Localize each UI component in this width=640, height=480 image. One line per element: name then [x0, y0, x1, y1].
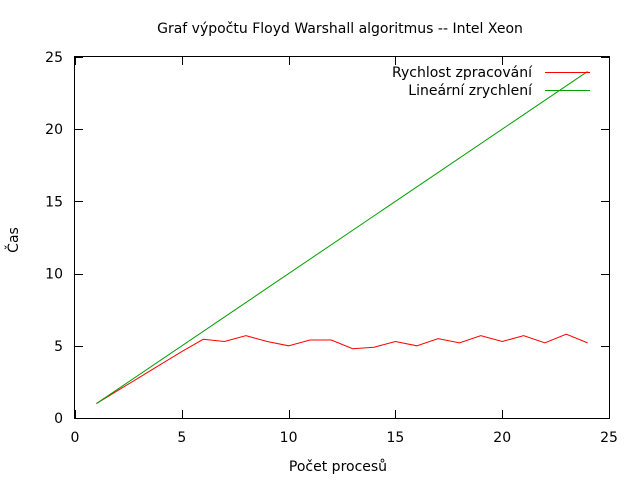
series-layer [96, 70, 588, 405]
legend: Rychlost zpracování Lineární zrychlení [392, 65, 590, 99]
legend-label-1: Lineární zrychlení [408, 83, 533, 99]
series-line-0 [96, 333, 588, 405]
y-tick-label: 5 [54, 339, 63, 355]
y-axis-label: Čas [4, 227, 22, 253]
legend-label-0: Rychlost zpracování [392, 65, 533, 81]
x-tick-label: 5 [177, 430, 186, 446]
x-tick-label: 25 [600, 430, 618, 446]
x-tick-label: 20 [493, 430, 511, 446]
y-tick-label: 0 [54, 411, 63, 427]
y-tick-label: 20 [45, 122, 63, 138]
y-tick-label: 10 [45, 267, 63, 283]
chart-title: Graf výpočtu Floyd Warshall algoritmus -… [157, 21, 523, 37]
x-tick-label: 15 [386, 430, 404, 446]
x-axis-label: Počet procesů [289, 459, 387, 475]
x-tick-label: 0 [71, 430, 80, 446]
plot-frame [74, 56, 610, 419]
series-line-1 [96, 70, 588, 405]
x-tick-label: 10 [280, 430, 298, 446]
y-tick-label: 25 [45, 50, 63, 66]
y-tick-label: 15 [45, 194, 63, 210]
ticks-layer: 0 5 10 15 20 25 0 5 10 15 20 25 [45, 50, 618, 446]
